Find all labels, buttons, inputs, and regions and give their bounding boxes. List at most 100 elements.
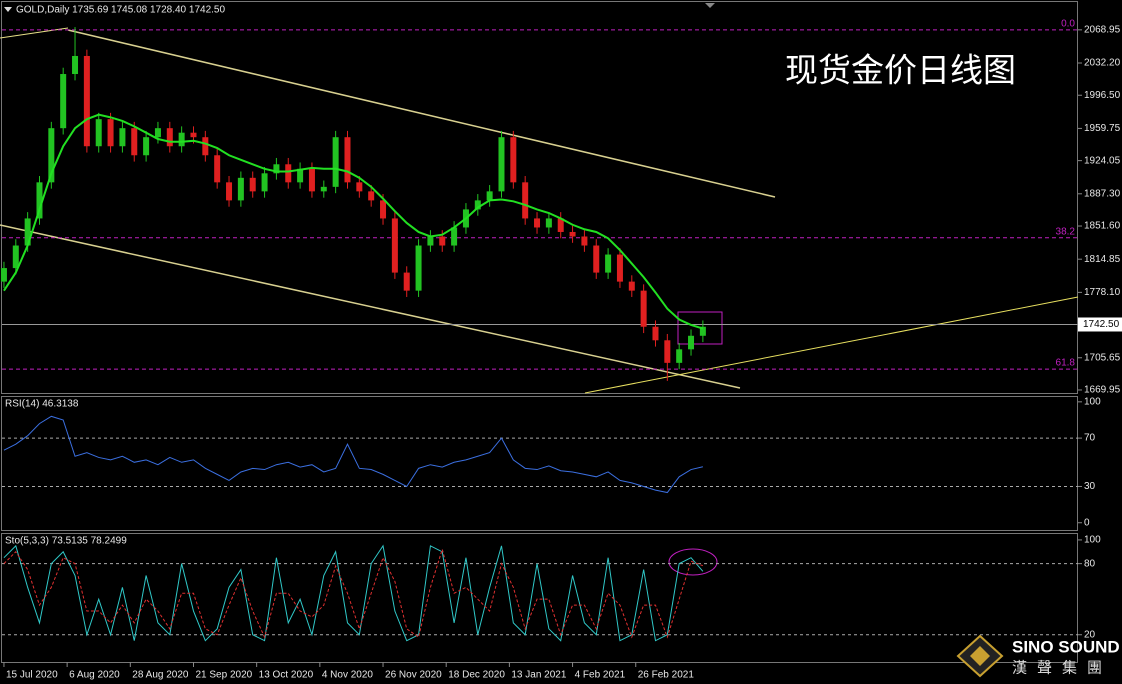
candle-body <box>652 326 659 341</box>
candle-body <box>344 137 351 183</box>
candle-body <box>640 290 647 327</box>
x-tick-label: 28 Aug 2020 <box>132 670 189 681</box>
candle-body <box>119 128 126 147</box>
y-tick-label: 1924.05 <box>1084 155 1121 166</box>
candle-body <box>297 168 304 183</box>
sto-panel <box>1 533 1078 663</box>
candle-body <box>36 182 43 219</box>
candle-body <box>427 236 434 246</box>
y-tick-label: 1996.50 <box>1084 90 1121 101</box>
candle-body <box>593 245 600 273</box>
x-tick-label: 26 Nov 2020 <box>385 670 442 681</box>
candle-body <box>391 218 398 273</box>
y-tick-label: 1669.95 <box>1084 385 1121 396</box>
candle-body <box>699 326 706 336</box>
candle-body <box>83 55 90 147</box>
chart-title: 现货金价日线图 <box>785 51 1016 90</box>
candle-body <box>605 254 612 273</box>
watermark-zh: 漢聲集團 <box>1012 659 1112 677</box>
y-tick-label: 70 <box>1084 433 1096 444</box>
indicator-line <box>3 544 704 642</box>
x-tick-label: 4 Feb 2021 <box>575 670 626 681</box>
y-tick-label: 0 <box>1084 517 1090 528</box>
candle-body <box>107 119 114 147</box>
candle-body <box>308 168 315 192</box>
candle-body <box>545 218 552 228</box>
candle-body <box>72 55 79 75</box>
y-tick-label: 1851.60 <box>1084 221 1121 232</box>
indicator-line <box>3 415 703 494</box>
header: GOLD,Daily 1735.69 1745.08 1728.40 1742.… <box>16 5 225 16</box>
candle-body <box>368 191 375 201</box>
x-tick-label: 4 Nov 2020 <box>322 670 374 681</box>
moving-average <box>3 113 704 330</box>
watermark-en: SINO SOUND <box>1012 637 1120 656</box>
y-tick-label: 20 <box>1084 629 1096 640</box>
candle-body <box>415 245 422 291</box>
candle-body <box>154 128 161 138</box>
y-tick-label: 30 <box>1084 481 1096 492</box>
x-tick-label: 21 Sep 2020 <box>195 670 252 681</box>
main-panel <box>1 1 1078 394</box>
candle-body <box>131 128 138 156</box>
candle-body <box>557 218 564 232</box>
candle-body <box>510 137 517 183</box>
y-tick-label: 100 <box>1084 396 1101 407</box>
fib-label: 0.0 <box>1061 18 1075 29</box>
x-tick-label: 6 Aug 2020 <box>69 670 120 681</box>
candle-body <box>522 182 529 219</box>
trend-line <box>0 27 69 39</box>
candle-body <box>214 155 221 183</box>
highlight-ellipse <box>668 548 718 576</box>
y-tick-label: 1887.30 <box>1084 188 1121 199</box>
current-price-box <box>1078 317 1122 332</box>
candle-body <box>202 137 209 156</box>
x-tick-label: 13 Jan 2021 <box>511 670 566 681</box>
scroll-marker <box>705 3 715 8</box>
candle-body <box>474 200 481 210</box>
y-tick-label: 2032.20 <box>1084 58 1121 69</box>
y-tick-label: 1778.10 <box>1084 287 1121 298</box>
channel-lower <box>0 224 741 389</box>
indicator-line <box>3 547 704 639</box>
highlight-box <box>677 311 723 345</box>
menu-arrow <box>4 7 12 12</box>
candle-body <box>60 74 67 129</box>
candle-body <box>439 236 446 246</box>
candle-body <box>676 349 683 363</box>
candle-body <box>332 137 339 187</box>
candle-body <box>12 245 19 269</box>
y-tick-label: 100 <box>1084 535 1101 546</box>
candle-body <box>581 236 588 246</box>
candle-body <box>24 218 31 246</box>
candle-body <box>628 281 635 291</box>
candle-body <box>664 340 671 363</box>
x-tick-label: 26 Feb 2021 <box>638 670 695 681</box>
candle-body <box>451 227 458 246</box>
candle-body <box>166 128 173 147</box>
logo <box>956 634 1004 678</box>
sto-label: Sto(5,3,3) 73.5135 78.2499 <box>5 536 127 547</box>
candle-body <box>498 137 505 192</box>
candle-body <box>403 272 410 291</box>
y-tick-label: 1705.65 <box>1084 352 1121 363</box>
candle-body <box>178 132 185 147</box>
candle-body <box>143 137 150 156</box>
x-tick-label: 13 Oct 2020 <box>259 670 314 681</box>
candle-body <box>95 119 102 147</box>
candle-body <box>237 177 244 201</box>
candle-body <box>190 132 197 138</box>
candle-body <box>48 128 55 183</box>
candle-body <box>688 335 695 350</box>
y-tick-label: 1814.85 <box>1084 254 1121 265</box>
fib-label: 38.2 <box>1056 226 1076 237</box>
candle-body <box>0 268 7 282</box>
candle-body <box>249 177 256 192</box>
candle-body <box>534 218 541 228</box>
x-tick-label: 15 Jul 2020 <box>6 670 58 681</box>
rsi-label: RSI(14) 46.3138 <box>5 399 79 410</box>
candle-body <box>616 254 623 282</box>
